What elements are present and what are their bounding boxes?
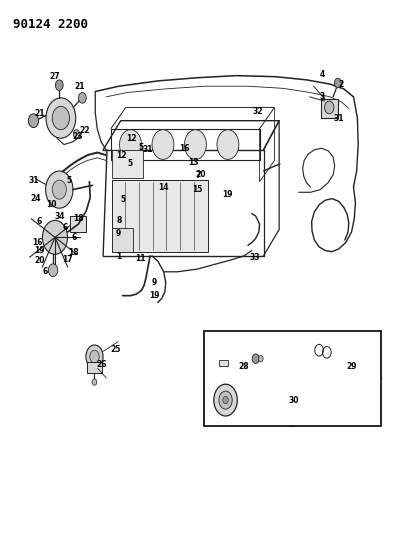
Circle shape — [119, 130, 141, 159]
Text: 31: 31 — [333, 114, 344, 123]
Circle shape — [252, 354, 259, 364]
Text: 15: 15 — [192, 185, 202, 194]
Text: 25: 25 — [110, 345, 121, 354]
Circle shape — [46, 171, 73, 208]
Circle shape — [48, 264, 58, 277]
Text: 8: 8 — [117, 216, 122, 225]
Bar — [112, 228, 133, 252]
Text: 19: 19 — [149, 290, 159, 300]
Text: 13: 13 — [188, 158, 198, 167]
Bar — [70, 216, 85, 232]
Circle shape — [184, 130, 206, 159]
Circle shape — [223, 397, 228, 404]
Circle shape — [335, 78, 341, 88]
Text: 21: 21 — [34, 109, 45, 118]
Text: 22: 22 — [80, 126, 90, 135]
Circle shape — [325, 101, 334, 114]
Text: 27: 27 — [49, 72, 59, 81]
Text: 33: 33 — [250, 253, 260, 262]
Text: 34: 34 — [54, 212, 65, 221]
Text: 32: 32 — [253, 107, 263, 116]
Text: 16: 16 — [32, 238, 43, 247]
Text: 18: 18 — [68, 248, 79, 257]
Text: 6: 6 — [62, 223, 67, 232]
Bar — [112, 180, 208, 252]
Text: 31: 31 — [143, 146, 153, 155]
Text: 17: 17 — [62, 255, 72, 264]
Circle shape — [92, 379, 97, 385]
Bar — [87, 362, 102, 373]
Circle shape — [86, 345, 103, 368]
Text: 19: 19 — [34, 246, 45, 255]
Text: 5: 5 — [128, 159, 133, 168]
Text: 31: 31 — [28, 175, 39, 184]
Circle shape — [258, 356, 263, 362]
Text: 9: 9 — [115, 229, 121, 238]
Text: 5: 5 — [66, 175, 71, 184]
Text: 11: 11 — [136, 254, 146, 263]
Text: 19: 19 — [222, 190, 233, 199]
Circle shape — [90, 350, 99, 363]
Circle shape — [43, 220, 67, 254]
Circle shape — [73, 130, 80, 138]
Text: 24: 24 — [30, 193, 41, 203]
Text: 1: 1 — [116, 253, 121, 262]
Text: 4: 4 — [320, 69, 325, 78]
Text: 6: 6 — [72, 233, 77, 243]
Text: 5: 5 — [120, 195, 125, 204]
Text: 12: 12 — [117, 151, 127, 160]
Bar — [204, 331, 381, 425]
Circle shape — [217, 130, 239, 159]
Text: 7: 7 — [195, 171, 201, 180]
Text: 26: 26 — [96, 360, 107, 368]
Text: 20: 20 — [34, 256, 45, 265]
Circle shape — [78, 93, 86, 103]
Text: 28: 28 — [239, 362, 249, 370]
Text: 90124 2200: 90124 2200 — [13, 18, 88, 31]
Text: 23: 23 — [72, 132, 83, 141]
Text: 2: 2 — [338, 79, 344, 88]
Text: 12: 12 — [126, 134, 137, 143]
Text: 6: 6 — [43, 268, 48, 276]
Circle shape — [56, 80, 63, 91]
Text: 6: 6 — [37, 217, 42, 226]
Bar — [219, 360, 227, 366]
Circle shape — [214, 384, 237, 416]
Circle shape — [219, 391, 232, 409]
Circle shape — [28, 114, 39, 127]
Bar — [112, 150, 143, 178]
Text: 16: 16 — [179, 144, 190, 154]
Circle shape — [52, 180, 66, 199]
Text: 18: 18 — [74, 214, 84, 223]
Text: 21: 21 — [74, 82, 85, 91]
Text: 29: 29 — [347, 362, 357, 370]
Circle shape — [152, 130, 174, 159]
Bar — [321, 100, 338, 118]
Circle shape — [46, 98, 76, 138]
Text: 3: 3 — [320, 92, 325, 101]
Text: 20: 20 — [196, 169, 206, 179]
Circle shape — [52, 107, 69, 130]
Text: 5: 5 — [138, 143, 143, 152]
Text: 14: 14 — [158, 183, 169, 192]
Text: 10: 10 — [46, 200, 57, 209]
Text: 30: 30 — [289, 395, 299, 405]
Text: 9: 9 — [152, 278, 157, 287]
